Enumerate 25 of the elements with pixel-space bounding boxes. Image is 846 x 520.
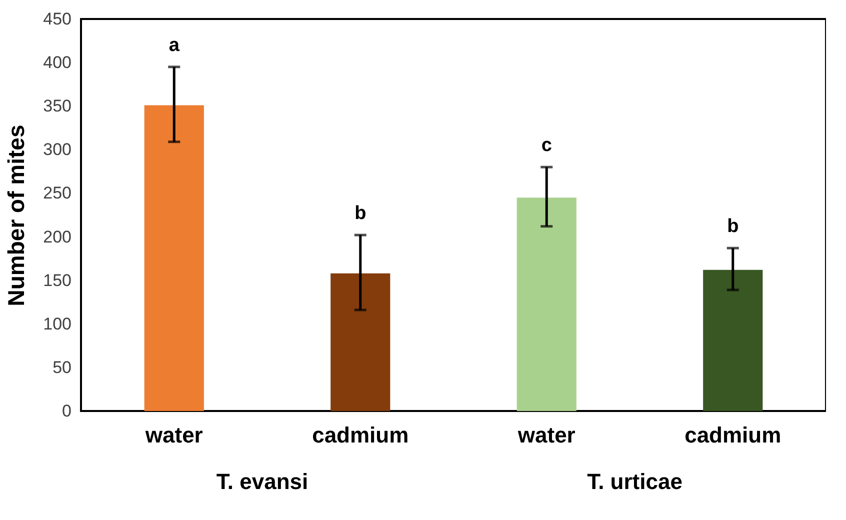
text: T. urticae [587,469,682,495]
y-tick-label: 350 [43,96,72,116]
y-tick-label: 100 [43,314,72,334]
bar [330,273,390,411]
bar [144,105,204,411]
x-tick-label: water [144,422,204,448]
bar [703,270,763,411]
y-tick-label: 400 [43,53,72,72]
y-axis-title: Number of mites [3,124,30,306]
x-tick-label: water [516,422,576,448]
y-tick-label: 150 [43,270,72,290]
data-label: b [727,216,739,238]
y-tick-label: 50 [52,358,72,377]
x-tick-label: cadmium [684,422,782,448]
data-label: b [354,203,366,224]
y-tick-label: 0 [62,402,72,420]
y-tick-label: 450 [43,10,72,28]
y-tick-label: 250 [43,184,72,203]
x-tick-label: cadmium [312,422,409,448]
text: T. evansi [216,469,308,495]
y-tick-label: 300 [43,140,72,160]
data-label: c [541,135,552,156]
y-tick-label: 200 [43,227,72,246]
data-label: a [168,34,180,56]
bar [516,198,576,411]
